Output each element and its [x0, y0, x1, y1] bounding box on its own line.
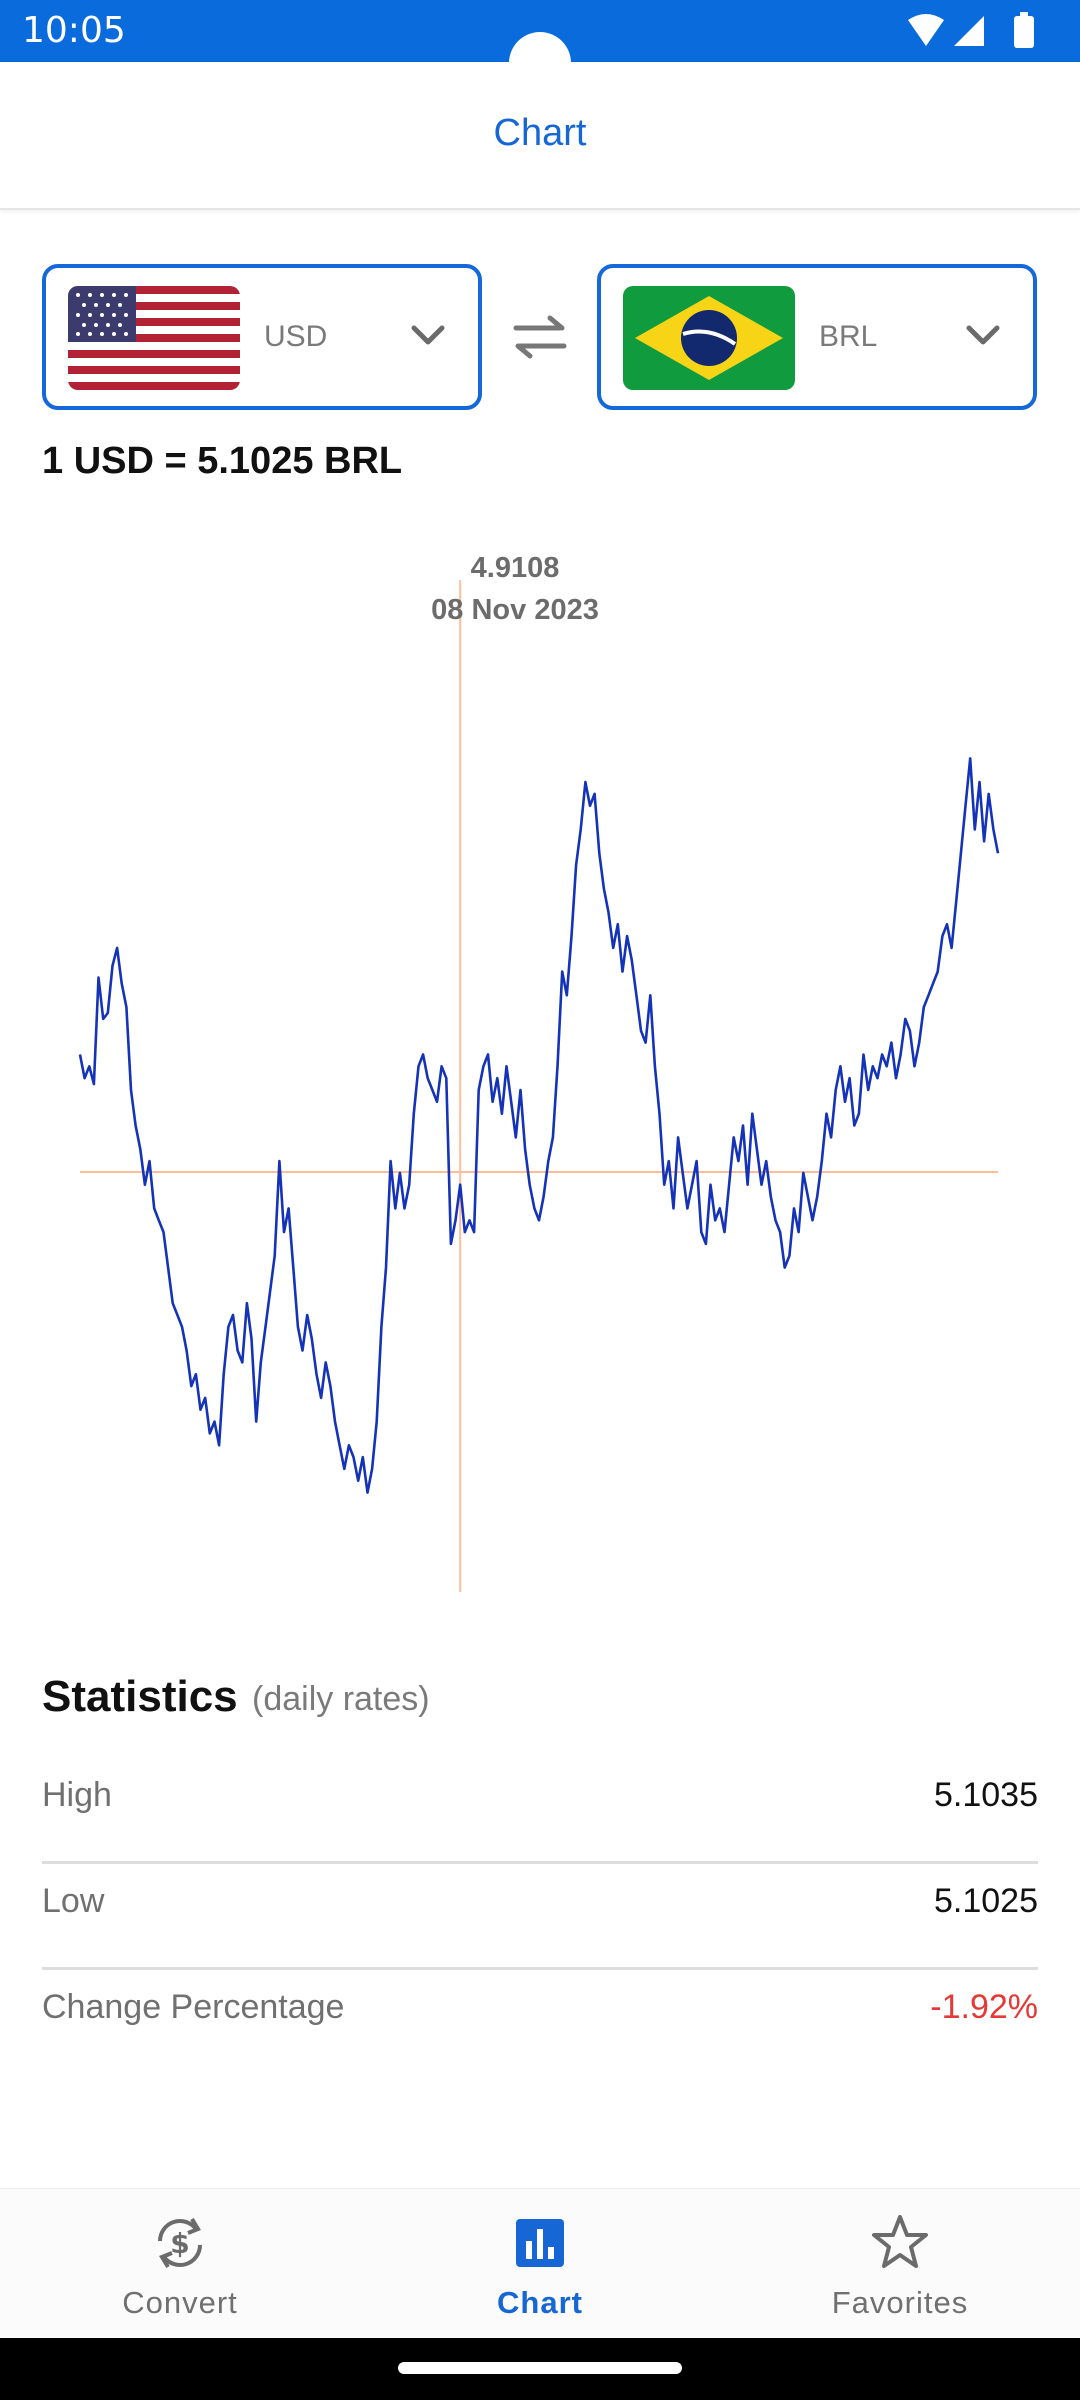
from-currency-selector[interactable]: USD: [42, 264, 482, 410]
series-line: [78, 757, 1000, 1494]
status-icons: [908, 12, 1034, 48]
system-gesture-bar: [0, 2338, 1080, 2400]
stat-value: -1.92%: [930, 1988, 1038, 2026]
nav-label-favorites: Favorites: [831, 2285, 969, 2320]
stat-row-low: Low 5.1025: [42, 1864, 1038, 1970]
exchange-rate-text: 1 USD = 5.1025 BRL: [42, 440, 403, 482]
status-time: 10:05: [22, 10, 126, 51]
to-currency-selector[interactable]: BRL: [597, 264, 1037, 410]
svg-text:$: $: [170, 2227, 189, 2260]
nav-label-convert: Convert: [122, 2285, 238, 2320]
stat-row-change-percentage: Change Percentage -1.92%: [42, 1970, 1038, 2076]
chevron-down-icon: [966, 325, 1000, 345]
stat-label: High: [42, 1776, 112, 1814]
nav-item-chart[interactable]: Chart: [360, 2189, 720, 2339]
currency-exchange-icon: $: [158, 2217, 202, 2269]
stat-label: Low: [42, 1882, 105, 1920]
wifi-icon: [908, 14, 944, 46]
chevron-down-icon: [411, 325, 445, 345]
nav-item-favorites[interactable]: Favorites: [720, 2189, 1080, 2339]
stat-label: Change Percentage: [42, 1988, 345, 2026]
nav-label-chart: Chart: [497, 2285, 583, 2320]
stat-value: 5.1035: [934, 1776, 1038, 1814]
page-title: Chart: [493, 112, 587, 154]
from-currency-code: USD: [264, 320, 328, 353]
statistics-title: Statistics: [42, 1672, 238, 1721]
us-flag-icon: [68, 286, 240, 390]
tooltip-value: 4.9108: [470, 552, 560, 584]
statistics-subtitle: (daily rates): [252, 1680, 430, 1718]
app-bar: Chart: [0, 62, 1080, 210]
br-flag-icon: [623, 286, 795, 390]
swap-icon[interactable]: [510, 312, 570, 362]
rate-chart-svg[interactable]: [0, 540, 1080, 1600]
stat-row-high: High 5.1035: [42, 1758, 1038, 1864]
battery-icon: [1014, 16, 1034, 48]
star-outline-icon: [872, 2215, 928, 2268]
signal-icon: [954, 16, 984, 46]
nav-item-convert[interactable]: $ Convert: [0, 2189, 360, 2339]
tooltip-date: 08 Nov 2023: [431, 594, 599, 626]
bottom-navigation: $ Convert Chart Favorites: [0, 2188, 1080, 2338]
bar-chart-icon: [516, 2219, 564, 2267]
to-currency-code: BRL: [819, 320, 878, 353]
home-indicator[interactable]: [398, 2362, 682, 2374]
rate-chart[interactable]: 4.9108 08 Nov 2023: [0, 540, 1080, 1600]
stat-value: 5.1025: [934, 1882, 1038, 1920]
